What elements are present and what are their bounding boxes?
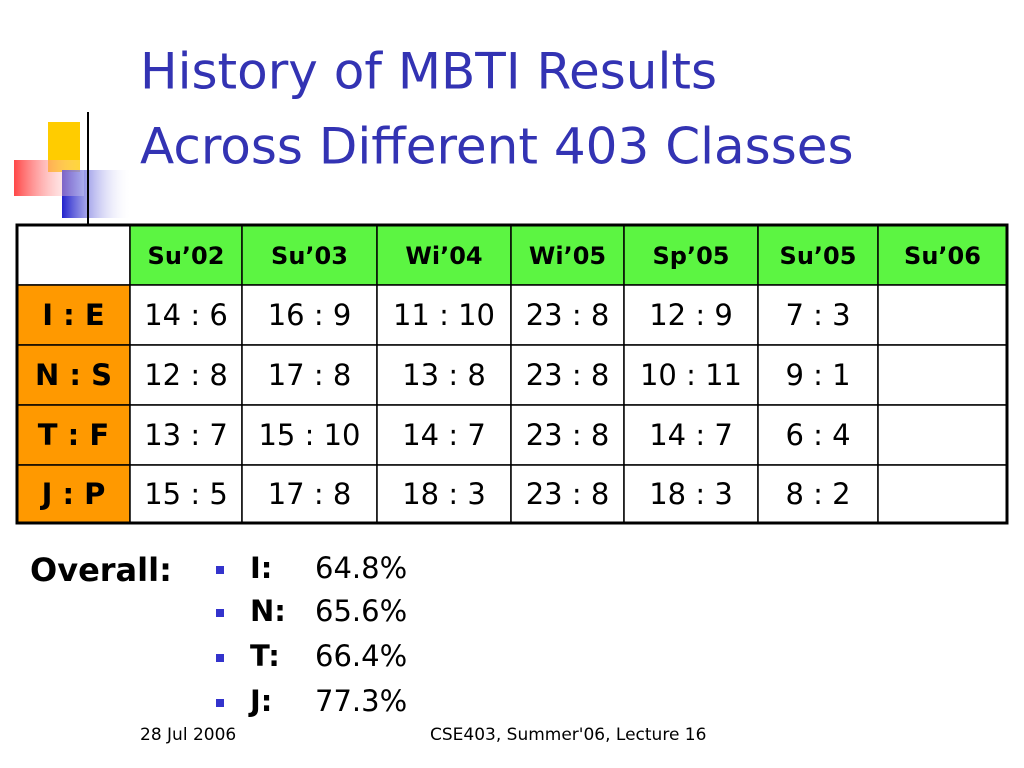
data-cell: 23 : 8 (526, 298, 610, 332)
bullet (216, 654, 224, 662)
table-border (15, 223, 1009, 525)
data-cell: 14 : 6 (144, 298, 228, 332)
table-cell (623, 224, 759, 286)
data-cell: 12 : 8 (144, 358, 228, 392)
table-cell (241, 284, 378, 346)
table-cell (757, 284, 879, 346)
header-cell: Su’06 (904, 242, 981, 270)
data-cell: 14 : 7 (649, 418, 733, 452)
header-cell: Wi’04 (405, 242, 482, 270)
footer-course: CSE403, Summer'06, Lecture 16 (430, 725, 706, 745)
data-cell: 23 : 8 (526, 418, 610, 452)
data-cell: 17 : 8 (268, 358, 352, 392)
item-key: T: (250, 639, 280, 673)
bullet (216, 566, 224, 574)
table: Su’02 Su’03 Wi’04 Wi’05 Sp’05 Su’05 Su’06 I : E… (15, 223, 1009, 525)
table-cell (241, 224, 378, 286)
header-cell: Su’03 (271, 242, 348, 270)
table-cell (241, 344, 378, 406)
data-cell: 6 : 4 (785, 418, 850, 452)
data-cell: 11 : 10 (393, 298, 495, 332)
title-line: History of MBTI Results (140, 43, 717, 101)
table-cell (16, 404, 131, 466)
row-label: J : P (40, 477, 106, 511)
table-cell (623, 404, 759, 466)
header-cell: Su’05 (780, 242, 857, 270)
item-value: 66.4% (315, 639, 407, 673)
overall-list: I: 64.8% N: 65.6% T: 66.4% J: 77.3% (216, 551, 407, 718)
data-cell: 10 : 11 (640, 358, 742, 392)
item-key: J: (248, 684, 272, 718)
data-cell: 23 : 8 (526, 477, 610, 511)
row-label: I : E (42, 298, 104, 332)
table-cell (510, 224, 625, 286)
data-cell: 7 : 3 (785, 298, 850, 332)
data-cell: 18 : 3 (402, 477, 486, 511)
data-cell: 23 : 8 (526, 358, 610, 392)
table-cell (16, 224, 131, 286)
footer-date: 28 Jul 2006 (140, 725, 236, 745)
item-key: I: (250, 551, 272, 585)
table-cell (16, 464, 131, 524)
data-cell: 17 : 8 (268, 477, 352, 511)
table-cell (757, 344, 879, 406)
table-cell (129, 224, 243, 286)
item-value: 64.8% (315, 551, 407, 585)
table-cell (16, 344, 131, 406)
data-cell: 14 : 7 (402, 418, 486, 452)
table-cell (129, 344, 243, 406)
header-cell: Su’02 (148, 242, 225, 270)
table-cell (877, 344, 1008, 406)
table-cell (376, 284, 512, 346)
table-cell (376, 344, 512, 406)
data-cell: 9 : 1 (785, 358, 850, 392)
table-cell (510, 284, 625, 346)
data-cell: 12 : 9 (649, 298, 733, 332)
table-cell (623, 284, 759, 346)
item-value: 65.6% (315, 594, 407, 628)
header-cell: Sp’05 (653, 242, 730, 270)
data-cell: 8 : 2 (785, 477, 850, 511)
data-cell: 15 : 5 (144, 477, 228, 511)
table-cell (241, 404, 378, 466)
data-cell: 16 : 9 (268, 298, 352, 332)
table-cell (129, 284, 243, 346)
table-cell (757, 464, 879, 524)
data-cell: 15 : 10 (258, 418, 360, 452)
item-key: N: (250, 594, 286, 628)
header-cell: Wi’05 (529, 242, 606, 270)
table-cell (877, 284, 1008, 346)
data-cell: 18 : 3 (649, 477, 733, 511)
table-cell (129, 404, 243, 466)
item-value: 77.3% (315, 684, 407, 718)
decoration (14, 112, 1000, 228)
overall-label: Overall: (30, 551, 172, 589)
table-cell (877, 404, 1008, 466)
table-cell (510, 344, 625, 406)
title-line: Across Different 403 Classes (140, 118, 854, 176)
bullet (216, 609, 224, 617)
table-cell (623, 344, 759, 406)
bullet (216, 699, 224, 707)
table-cell (877, 464, 1008, 524)
red-square (14, 160, 84, 196)
data-cell: 13 : 7 (144, 418, 228, 452)
data-cell: 13 : 8 (402, 358, 486, 392)
row-label: N : S (35, 358, 112, 392)
table-cell (510, 464, 625, 524)
row-label: T : F (38, 418, 109, 452)
